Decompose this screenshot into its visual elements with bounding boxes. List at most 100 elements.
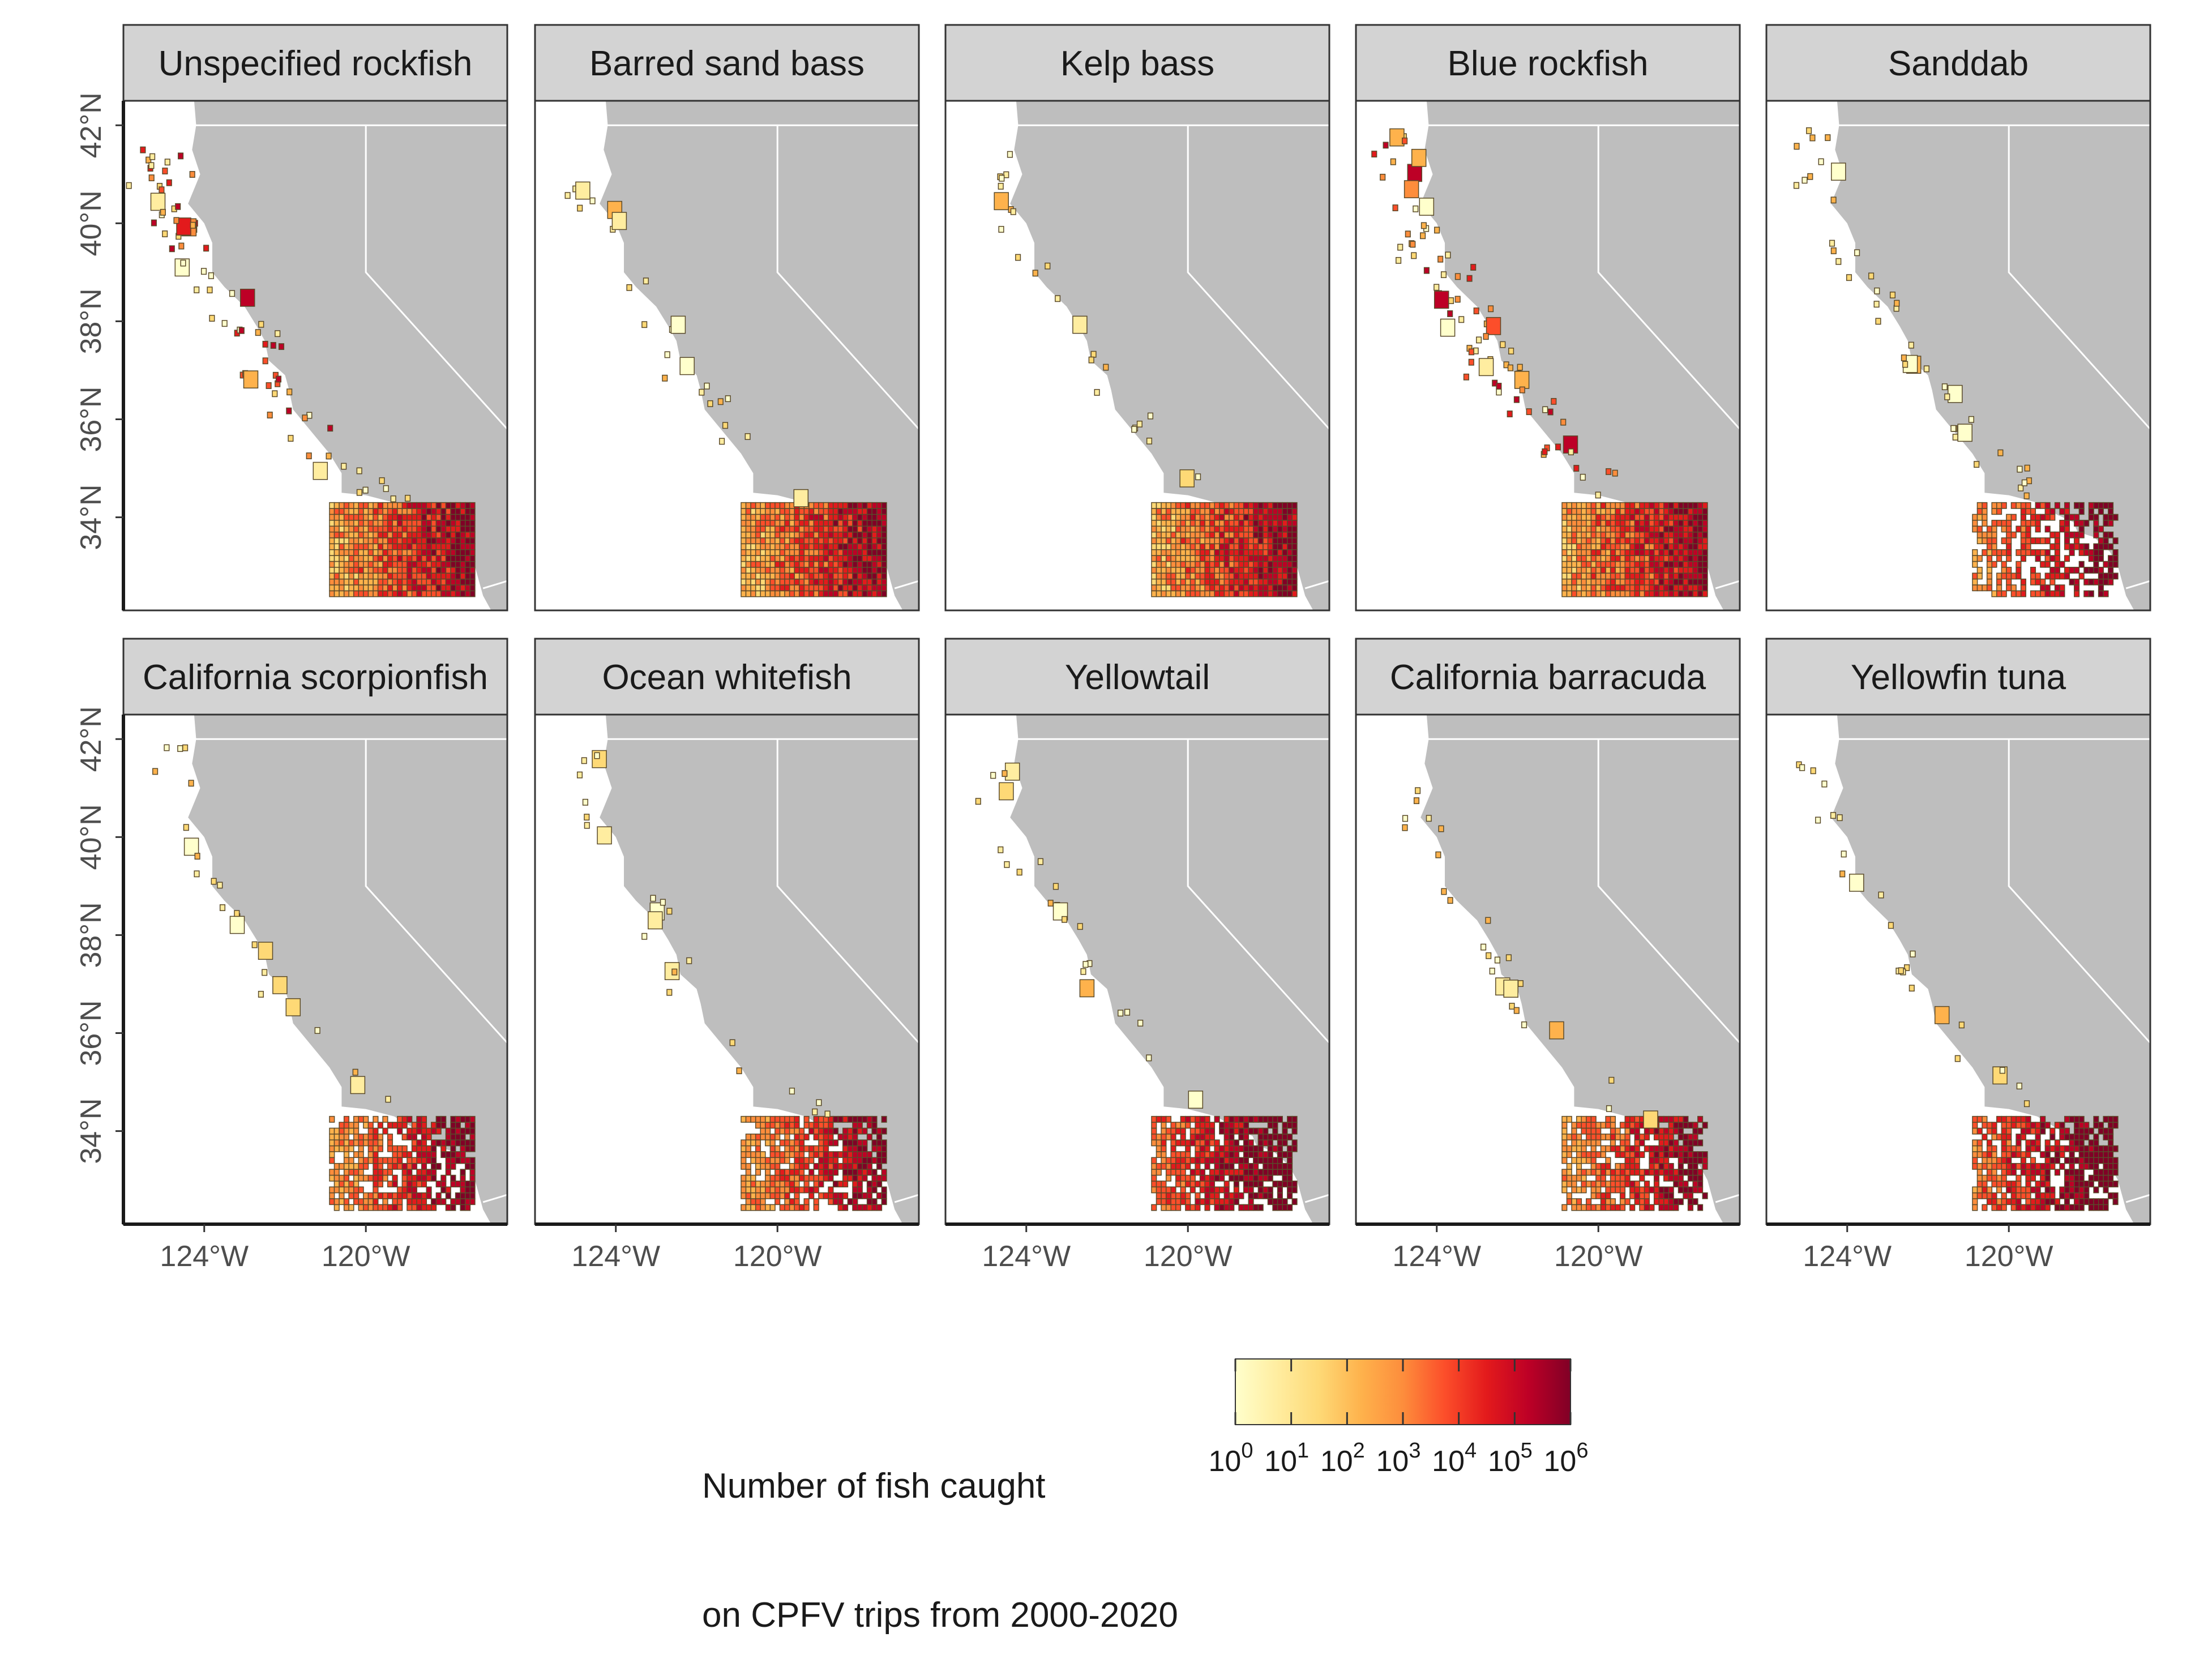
catch-cell bbox=[1968, 416, 1974, 423]
catch-cell bbox=[339, 543, 345, 550]
catch-cell bbox=[1958, 1021, 1965, 1029]
catch-cell bbox=[1229, 1162, 1235, 1170]
catch-cell bbox=[1634, 1162, 1640, 1170]
catch-cell bbox=[333, 514, 340, 521]
catch-cell bbox=[1673, 520, 1679, 527]
catch-cell bbox=[2025, 502, 2031, 509]
catch-cell bbox=[2006, 543, 2012, 550]
catch-cell bbox=[1253, 572, 1259, 580]
catch-cell bbox=[343, 525, 350, 533]
catch-cell bbox=[1678, 514, 1684, 521]
catch-cell bbox=[333, 537, 340, 545]
catch-cell bbox=[1248, 1127, 1254, 1135]
catch-cell bbox=[852, 1127, 858, 1135]
catch-cell bbox=[1629, 520, 1636, 527]
catch-cell bbox=[2001, 1115, 2007, 1123]
catch-cell bbox=[862, 1174, 868, 1182]
catch-cell bbox=[2020, 1157, 2026, 1164]
catch-cell bbox=[411, 561, 417, 568]
catch-cell bbox=[392, 1174, 398, 1182]
catch-cell bbox=[842, 1204, 849, 1211]
catch-cell bbox=[348, 584, 354, 592]
catch-cell bbox=[852, 584, 858, 592]
catch-cell bbox=[2001, 1192, 2007, 1199]
catch-cell bbox=[1982, 537, 1988, 545]
catch-cell bbox=[1248, 508, 1254, 515]
catch-cell bbox=[832, 525, 839, 533]
catch-cell bbox=[847, 537, 853, 545]
catch-cell bbox=[779, 537, 785, 545]
catch-cell bbox=[1185, 531, 1191, 538]
catch-cell bbox=[2098, 549, 2104, 556]
catch-cell bbox=[333, 520, 340, 527]
catch-cell bbox=[2049, 1186, 2056, 1194]
catch-cell bbox=[774, 1198, 781, 1206]
catch-cell bbox=[367, 537, 374, 545]
catch-cell bbox=[1590, 1134, 1597, 1140]
catch-cell bbox=[1180, 514, 1186, 521]
catch-cell bbox=[373, 1174, 379, 1182]
catch-cell bbox=[828, 508, 834, 515]
catch-cell bbox=[1248, 1204, 1254, 1211]
catch-cell bbox=[1151, 520, 1157, 527]
catch-cell bbox=[1282, 1127, 1288, 1135]
catch-cell bbox=[416, 1127, 422, 1135]
catch-cell bbox=[1185, 1157, 1191, 1164]
catch-cell bbox=[1238, 531, 1244, 538]
catch-cell bbox=[1189, 1204, 1196, 1211]
catch-cell bbox=[755, 567, 761, 574]
catch-cell bbox=[377, 572, 383, 580]
catch-cell bbox=[406, 1157, 413, 1164]
catch-cell bbox=[823, 1139, 829, 1147]
catch-cell bbox=[828, 1151, 834, 1159]
catch-cell bbox=[1673, 1115, 1679, 1123]
catch-cell bbox=[382, 1169, 388, 1176]
catch-cell bbox=[333, 1139, 340, 1147]
catch-cell bbox=[333, 567, 340, 574]
catch-cell bbox=[431, 549, 437, 556]
catch-cell bbox=[1687, 567, 1693, 574]
catch-cell bbox=[818, 1157, 824, 1164]
catch-cell bbox=[2020, 1151, 2026, 1159]
catch-cell bbox=[784, 1127, 790, 1135]
catch-cell bbox=[1170, 572, 1176, 580]
catch-cell bbox=[406, 543, 413, 550]
catch-cell bbox=[1257, 578, 1264, 585]
panel: Unspecified rockfish bbox=[122, 24, 508, 612]
catch-cell bbox=[411, 1139, 417, 1147]
catch-cell bbox=[397, 1127, 403, 1135]
catch-cell bbox=[1644, 1127, 1650, 1135]
catch-cell bbox=[857, 1127, 863, 1135]
catch-cell bbox=[779, 1157, 785, 1164]
catch-cell bbox=[416, 1157, 422, 1164]
catch-cell bbox=[823, 590, 829, 597]
catch-cell bbox=[1668, 1127, 1674, 1135]
catch-cell bbox=[397, 1157, 403, 1164]
catch-cell bbox=[1170, 1186, 1176, 1194]
catch-cell bbox=[367, 567, 374, 574]
catch-cell bbox=[1986, 567, 1993, 574]
catch-cell bbox=[1514, 371, 1530, 389]
catch-cell bbox=[881, 567, 887, 574]
catch-cell bbox=[1185, 525, 1191, 533]
panel-title: California barracuda bbox=[1390, 658, 1706, 697]
catch-cell bbox=[469, 1186, 476, 1194]
country-border bbox=[2125, 1194, 2150, 1203]
catch-cell bbox=[1619, 525, 1626, 533]
catch-cell bbox=[1576, 502, 1582, 509]
catch-cell bbox=[373, 561, 379, 568]
catch-cell bbox=[343, 578, 350, 585]
catch-cell bbox=[1629, 537, 1636, 545]
catch-cell bbox=[2020, 1127, 2026, 1135]
catch-cell bbox=[367, 555, 374, 562]
catch-cell bbox=[1590, 502, 1597, 509]
catch-cell bbox=[2020, 537, 2026, 545]
catch-cell bbox=[450, 1198, 456, 1206]
catch-cell bbox=[1209, 537, 1216, 545]
catch-cell bbox=[2074, 1157, 2080, 1164]
catch-cell bbox=[2001, 572, 2007, 580]
catch-cell bbox=[450, 590, 456, 597]
catch-cell bbox=[832, 520, 839, 527]
state-border bbox=[1597, 125, 1740, 430]
catch-cell bbox=[794, 1127, 800, 1135]
